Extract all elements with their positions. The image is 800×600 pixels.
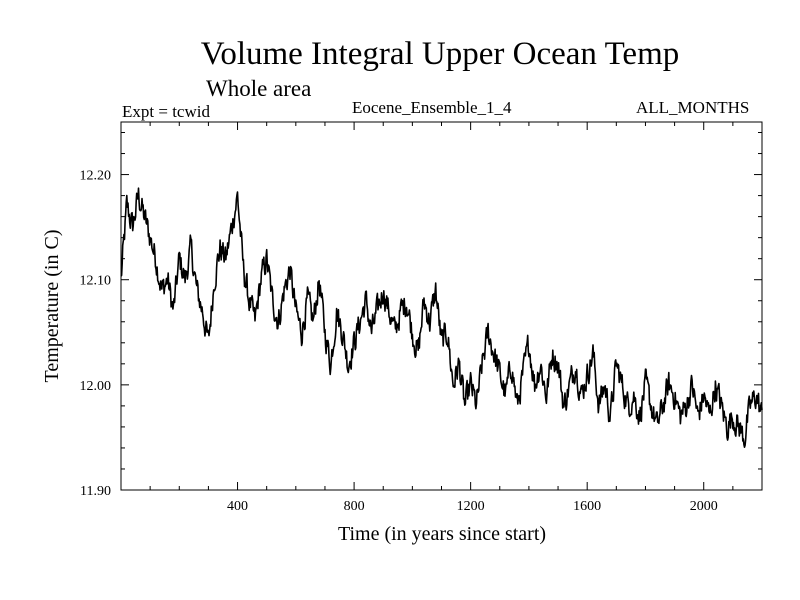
- y-axis-label: Temperature (in C): [41, 230, 63, 383]
- x-tick-label: 800: [344, 499, 365, 514]
- chart-subtitle: Whole area: [206, 76, 312, 101]
- tick-marks: [121, 122, 762, 490]
- x-tick-label: 1200: [457, 499, 485, 514]
- y-tick-label: 11.90: [80, 484, 111, 499]
- y-tick-label: 12.10: [80, 274, 112, 289]
- x-tick-label: 1600: [573, 499, 601, 514]
- plot-frame: [120, 121, 763, 491]
- tick-labels: 400 800 1200 1600 2000 11.90 12.00 12.10 12.20: [80, 169, 718, 514]
- x-axis-label: Time (in years since start): [338, 523, 546, 545]
- chart-title: Volume Integral Upper Ocean Temp: [200, 36, 680, 72]
- experiment-label: Expt = tcwid: [122, 102, 210, 121]
- y-tick-label: 12.20: [80, 169, 112, 184]
- y-tick-label: 12.00: [80, 379, 112, 394]
- x-tick-label: 2000: [690, 499, 718, 514]
- x-tick-label: 400: [227, 499, 248, 514]
- months-label: ALL_MONTHS: [636, 98, 750, 117]
- temperature-series-line: [120, 187, 763, 448]
- ensemble-label: Eocene_Ensemble_1_4: [352, 98, 512, 117]
